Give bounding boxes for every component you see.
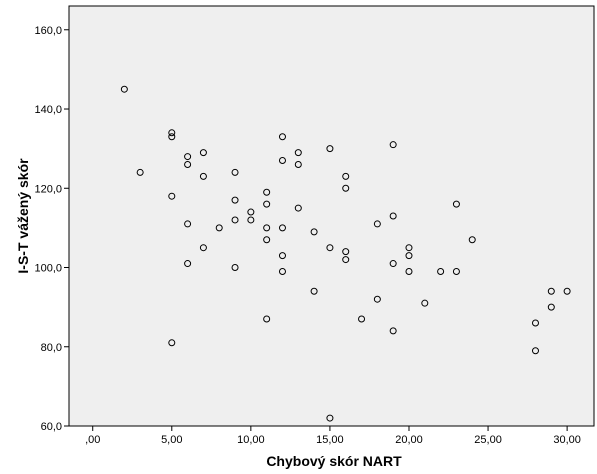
- y-axis-title: I-S-T vážený skór: [15, 158, 31, 274]
- data-point: [468, 236, 476, 244]
- data-point: [184, 153, 192, 161]
- data-point: [342, 184, 350, 192]
- data-point: [531, 319, 539, 327]
- data-point: [247, 216, 255, 224]
- data-point: [437, 267, 445, 275]
- data-point: [421, 299, 429, 307]
- data-point: [405, 267, 413, 275]
- y-tick-label: 60,0: [41, 421, 62, 433]
- data-point: [231, 196, 239, 204]
- y-tick-label: 80,0: [41, 342, 62, 354]
- data-point: [405, 244, 413, 252]
- data-point: [278, 133, 286, 141]
- data-point: [231, 168, 239, 176]
- x-tick-label: ,00: [85, 434, 100, 446]
- data-point: [547, 287, 555, 295]
- data-point: [199, 172, 207, 180]
- data-point: [342, 248, 350, 256]
- x-tick-label: 25,00: [474, 434, 502, 446]
- x-tick-label: 15,00: [316, 434, 344, 446]
- data-point: [547, 303, 555, 311]
- x-tick-label: 10,00: [237, 434, 265, 446]
- data-point: [310, 287, 318, 295]
- data-point: [184, 160, 192, 168]
- data-point: [326, 244, 334, 252]
- data-point: [136, 168, 144, 176]
- data-point: [278, 267, 286, 275]
- plot-area: [68, 5, 595, 427]
- data-point: [389, 212, 397, 220]
- data-point: [373, 295, 381, 303]
- data-point: [389, 141, 397, 149]
- data-point: [389, 260, 397, 268]
- data-point: [294, 204, 302, 212]
- data-point: [215, 224, 223, 232]
- data-point: [294, 160, 302, 168]
- data-point: [199, 244, 207, 252]
- data-point: [168, 129, 176, 137]
- data-point: [326, 145, 334, 153]
- data-point: [168, 192, 176, 200]
- y-tick-label: 160,0: [34, 25, 62, 37]
- x-tick-label: 5,00: [161, 434, 182, 446]
- data-points: [120, 85, 571, 422]
- data-point: [231, 264, 239, 272]
- data-point: [231, 216, 239, 224]
- data-point: [452, 200, 460, 208]
- data-point: [184, 220, 192, 228]
- data-point: [263, 200, 271, 208]
- data-point: [120, 85, 128, 93]
- data-point: [168, 339, 176, 347]
- data-point: [247, 208, 255, 216]
- data-point: [563, 287, 571, 295]
- x-tick-label: 20,00: [395, 434, 423, 446]
- data-point: [168, 133, 176, 141]
- data-point: [531, 347, 539, 355]
- data-point: [358, 315, 366, 323]
- data-point: [373, 220, 381, 228]
- data-point: [278, 157, 286, 165]
- data-point: [263, 236, 271, 244]
- data-point: [278, 224, 286, 232]
- data-point: [452, 267, 460, 275]
- data-point: [342, 172, 350, 180]
- data-point: [310, 228, 318, 236]
- y-tick-label: 100,0: [34, 263, 62, 275]
- x-axis: ,00 5,00 10,00 15,00 20,00 25,00 30,00: [85, 426, 581, 446]
- x-tick-label: 30,00: [553, 434, 581, 446]
- data-point: [199, 149, 207, 157]
- data-point: [184, 260, 192, 268]
- x-axis-title: Chybový skór NART: [266, 453, 402, 469]
- data-point: [405, 252, 413, 260]
- data-point: [263, 224, 271, 232]
- data-point: [294, 149, 302, 157]
- data-point: [278, 252, 286, 260]
- data-point: [326, 414, 334, 422]
- data-point: [342, 256, 350, 264]
- data-point: [389, 327, 397, 335]
- y-tick-label: 140,0: [34, 104, 62, 116]
- data-point: [263, 315, 271, 323]
- y-tick-label: 120,0: [34, 183, 62, 195]
- y-axis: 60,0 80,0 100,0 120,0 140,0 160,0: [34, 25, 69, 433]
- data-point: [263, 188, 271, 196]
